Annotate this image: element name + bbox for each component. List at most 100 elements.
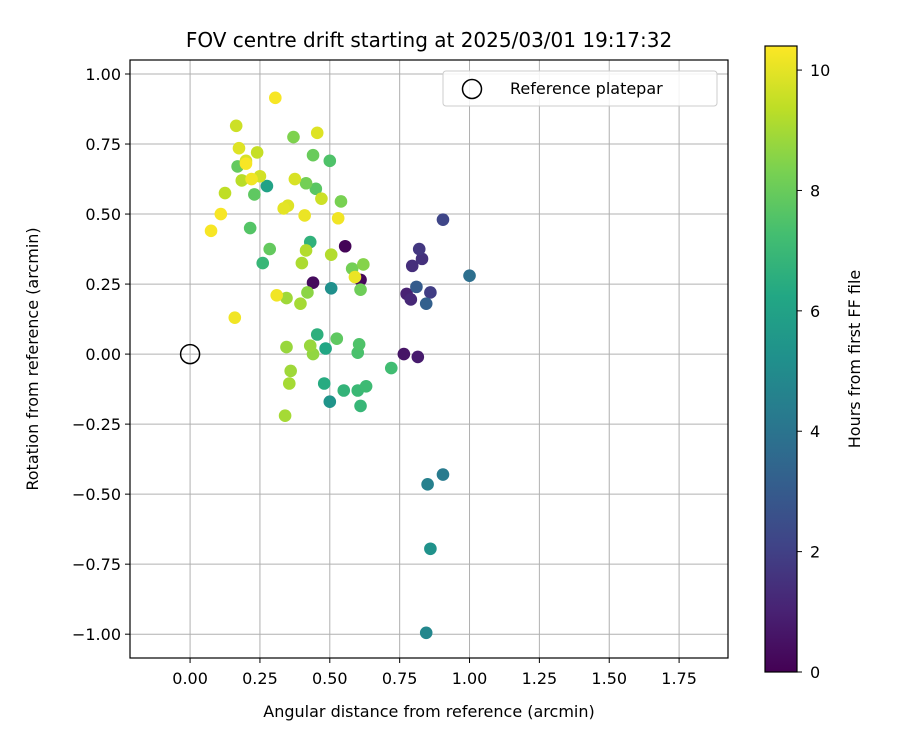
data-point: [218, 186, 232, 200]
data-point: [232, 141, 246, 155]
data-point: [239, 157, 253, 170]
data-point: [306, 148, 320, 162]
y-tick-label: 0.75: [85, 135, 121, 154]
chart-title: FOV centre drift starting at 2025/03/01 …: [186, 28, 672, 52]
plot-area: 0.00 0.25 0.50 0.75 1.00 1.25 1.50 1.75 1.00 0.75…: [72, 59, 729, 688]
x-tick-label: 0.00: [172, 669, 208, 688]
legend: Reference platepar: [442, 70, 718, 107]
colorbar-tick-label: 8: [810, 181, 820, 200]
y-tick-label: −0.75: [72, 555, 121, 574]
data-point: [359, 380, 373, 393]
y-tick-label: 1.00: [85, 65, 121, 84]
data-point: [323, 154, 337, 168]
data-point: [299, 244, 313, 257]
data-point: [419, 297, 433, 310]
x-tick-label: 1.50: [591, 669, 627, 688]
data-point: [263, 242, 277, 256]
reference-platepar-marker: [179, 343, 201, 365]
data-point: [287, 130, 300, 144]
data-point: [310, 126, 324, 140]
data-point: [299, 176, 313, 190]
data-point: [397, 347, 411, 361]
y-tick-label: 0.50: [85, 205, 121, 224]
data-point: [270, 288, 284, 302]
data-point: [235, 174, 249, 187]
data-point: [298, 209, 311, 222]
data-point: [250, 146, 264, 159]
data-point: [411, 350, 425, 364]
data-point: [337, 384, 351, 397]
data-point: [303, 339, 317, 352]
x-tick-label: 1.25: [522, 669, 558, 688]
data-point: [229, 119, 243, 133]
x-tick-label: 0.25: [242, 669, 278, 688]
colorbar-tick-label: 6: [810, 302, 820, 321]
colorbar-tick-label: 4: [810, 422, 820, 441]
plot-frame: [129, 59, 729, 659]
data-point: [282, 377, 296, 390]
data-point: [338, 239, 352, 253]
data-point: [405, 259, 419, 273]
data-point: [404, 293, 418, 306]
y-tick-label: −0.25: [72, 415, 121, 434]
data-point: [354, 399, 367, 413]
scatter-points: [204, 91, 476, 640]
data-point: [315, 192, 328, 205]
legend-box: [442, 70, 718, 107]
colorbar-tick-label: 0: [810, 663, 820, 682]
colorbar: 0 2 4 6 8 10 Hours from first FF file: [764, 45, 864, 682]
axis-ticks: 0.00 0.25 0.50 0.75 1.00 1.25 1.50 1.75 1.00 0.75…: [72, 65, 697, 688]
data-point: [269, 91, 282, 105]
x-tick-label: 0.75: [382, 669, 418, 688]
data-point: [331, 211, 345, 225]
data-point: [214, 207, 228, 221]
colorbar-tick-label: 2: [810, 543, 820, 562]
data-point: [410, 280, 423, 294]
y-tick-label: −0.50: [72, 485, 121, 504]
data-point: [354, 283, 367, 296]
data-point: [334, 195, 348, 208]
data-point: [256, 256, 270, 270]
data-point: [301, 286, 314, 299]
y-tick-label: −1.00: [72, 625, 121, 644]
data-point: [310, 328, 324, 341]
data-point: [424, 286, 437, 299]
x-tick-label: 0.50: [312, 669, 348, 688]
data-point: [245, 172, 258, 186]
data-point: [330, 332, 344, 345]
data-point: [277, 202, 290, 215]
data-point: [284, 364, 297, 378]
data-point: [324, 281, 338, 295]
data-point: [348, 270, 362, 284]
data-point: [306, 276, 320, 289]
data-point: [309, 182, 323, 196]
data-point: [278, 409, 292, 423]
colorbar-tick-label: 10: [810, 61, 830, 80]
y-axis-title: Rotation from reference (arcmin): [23, 227, 42, 490]
x-tick-label: 1.00: [452, 669, 488, 688]
data-point: [288, 172, 302, 186]
data-point: [412, 242, 426, 256]
data-point: [424, 542, 437, 556]
data-point: [260, 179, 274, 193]
data-point: [436, 468, 450, 481]
data-point: [294, 297, 307, 310]
data-point: [280, 291, 293, 305]
plot-background: [130, 60, 728, 658]
data-point: [323, 395, 337, 409]
x-tick-label: 1.75: [661, 669, 697, 688]
data-point: [419, 626, 433, 640]
data-point: [319, 342, 332, 355]
data-point: [352, 337, 366, 351]
data-point: [204, 224, 218, 238]
y-tick-label: 0.00: [85, 345, 121, 364]
data-point: [415, 252, 429, 266]
data-point: [317, 377, 331, 390]
data-point: [280, 340, 293, 354]
data-point: [436, 213, 450, 226]
data-point: [243, 221, 257, 235]
data-point: [248, 188, 261, 201]
colorbar-ticks: 0 2 4 6 8 10: [797, 61, 830, 682]
colorbar-title: Hours from first FF file: [845, 270, 864, 449]
